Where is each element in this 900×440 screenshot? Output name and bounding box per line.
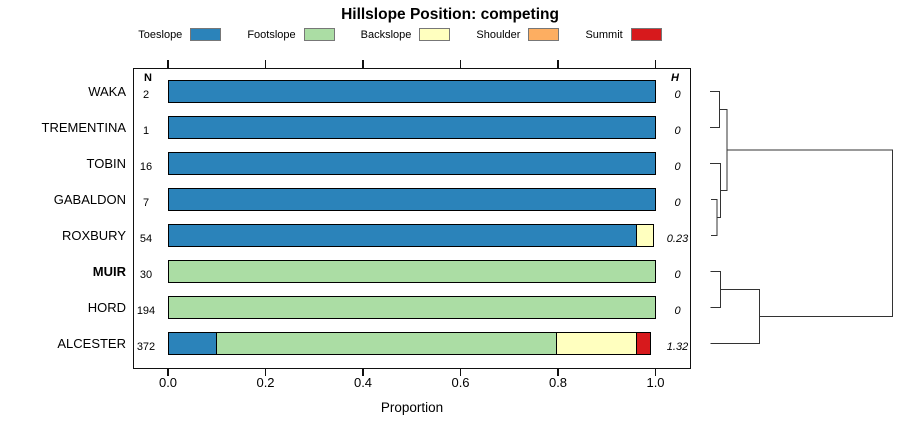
bottom-axis-tick [167, 368, 169, 376]
legend: Toeslope Footslope Backslope Shoulder Su… [0, 28, 800, 41]
row-label-waka: WAKA [88, 83, 126, 99]
top-axis-tick [654, 60, 657, 68]
n-value: 194 [136, 305, 156, 317]
bar-segment [555, 332, 638, 355]
row-label-tobin: TOBIN [86, 155, 127, 171]
x-tick-label: 1.0 [646, 375, 665, 390]
legend-swatch-summit [630, 28, 662, 41]
row-label-hord: HORD [87, 299, 126, 315]
n-column-header: N [144, 72, 152, 84]
dendrogram [710, 90, 894, 345]
dendrogram-branch [711, 198, 718, 237]
bottom-axis-tick [654, 368, 657, 376]
x-axis-label: Proportion [380, 400, 444, 415]
legend-item-summit: Summit [585, 28, 662, 41]
row-label-muir: MUIR [92, 263, 126, 279]
bar-segment [168, 224, 638, 247]
bar-trementina [168, 116, 656, 139]
bar-segment [168, 80, 656, 103]
bar-segment [168, 188, 656, 211]
x-tick-label: 0.6 [451, 375, 470, 390]
legend-label: Shoulder [476, 28, 521, 41]
bar-gabaldon [168, 188, 656, 211]
bar-segment [168, 332, 218, 355]
h-value: 0 [674, 161, 681, 173]
top-axis-tick [459, 60, 462, 68]
n-value: 54 [139, 233, 153, 245]
bar-alcester [168, 332, 656, 355]
bar-segment [168, 116, 656, 139]
x-tick-label: 0.8 [548, 375, 568, 390]
top-axis-tick [167, 60, 169, 68]
h-value: 0 [674, 269, 681, 281]
bar-segment [636, 224, 655, 247]
bottom-axis-tick [459, 368, 462, 376]
h-value: 0 [674, 197, 681, 209]
row-label-gabaldon: GABALDON [53, 191, 126, 207]
n-value: 7 [142, 197, 150, 209]
h-value: 0 [674, 89, 681, 101]
h-value: 0 [674, 125, 681, 137]
plot-box [133, 68, 691, 369]
n-value: 30 [139, 269, 153, 281]
bar-roxbury [168, 224, 656, 247]
bar-tobin [168, 152, 656, 175]
legend-item-shoulder: Shoulder [476, 28, 560, 41]
legend-label: Backslope [360, 28, 412, 41]
dendrogram-branch [710, 162, 722, 219]
n-value: 1 [142, 125, 150, 137]
legend-item-toeslope: Toeslope [138, 28, 222, 41]
top-axis-tick [264, 60, 267, 68]
n-value: 16 [139, 161, 153, 173]
dendrogram-branch [710, 288, 761, 345]
bar-segment [168, 296, 656, 319]
row-label-roxbury: ROXBURY [61, 227, 126, 243]
x-tick-label: 0.0 [158, 375, 178, 390]
bar-segment [168, 152, 656, 175]
legend-item-footslope: Footslope [247, 28, 335, 41]
legend-label: Toeslope [138, 28, 183, 41]
bar-segment [216, 332, 558, 355]
page-title: Hillslope Position: competing [341, 6, 559, 23]
h-value: 1.32 [666, 341, 689, 353]
top-axis-tick [362, 60, 364, 68]
legend-swatch-shoulder [528, 28, 560, 41]
bar-waka [168, 80, 656, 103]
x-tick-label: 0.4 [353, 375, 373, 390]
bottom-axis-tick [557, 368, 559, 376]
h-column-header: H [671, 72, 679, 84]
legend-swatch-backslope [419, 28, 451, 41]
bar-segment [635, 332, 652, 355]
legend-item-backslope: Backslope [361, 28, 451, 41]
legend-label: Summit [585, 28, 623, 41]
x-tick-label: 0.2 [256, 375, 275, 390]
dendrogram-branch [710, 270, 722, 309]
row-label-alcester: ALCESTER [57, 335, 126, 351]
legend-swatch-toeslope [190, 28, 222, 41]
n-value: 2 [142, 89, 150, 101]
dendrogram-branch [710, 90, 721, 129]
n-value: 372 [136, 341, 156, 353]
h-value: 0.23 [666, 233, 689, 245]
top-axis-tick [557, 60, 559, 68]
bottom-axis-tick [362, 368, 364, 376]
legend-swatch-footslope [303, 28, 335, 41]
row-label-trementina: TREMENTINA [41, 119, 127, 135]
bar-muir [168, 260, 656, 283]
legend-label: Footslope [247, 28, 296, 41]
bottom-axis-tick [264, 368, 267, 376]
h-value: 0 [674, 305, 681, 317]
dendrogram-branch [727, 149, 894, 318]
bar-hord [168, 296, 656, 319]
bar-segment [168, 260, 656, 283]
